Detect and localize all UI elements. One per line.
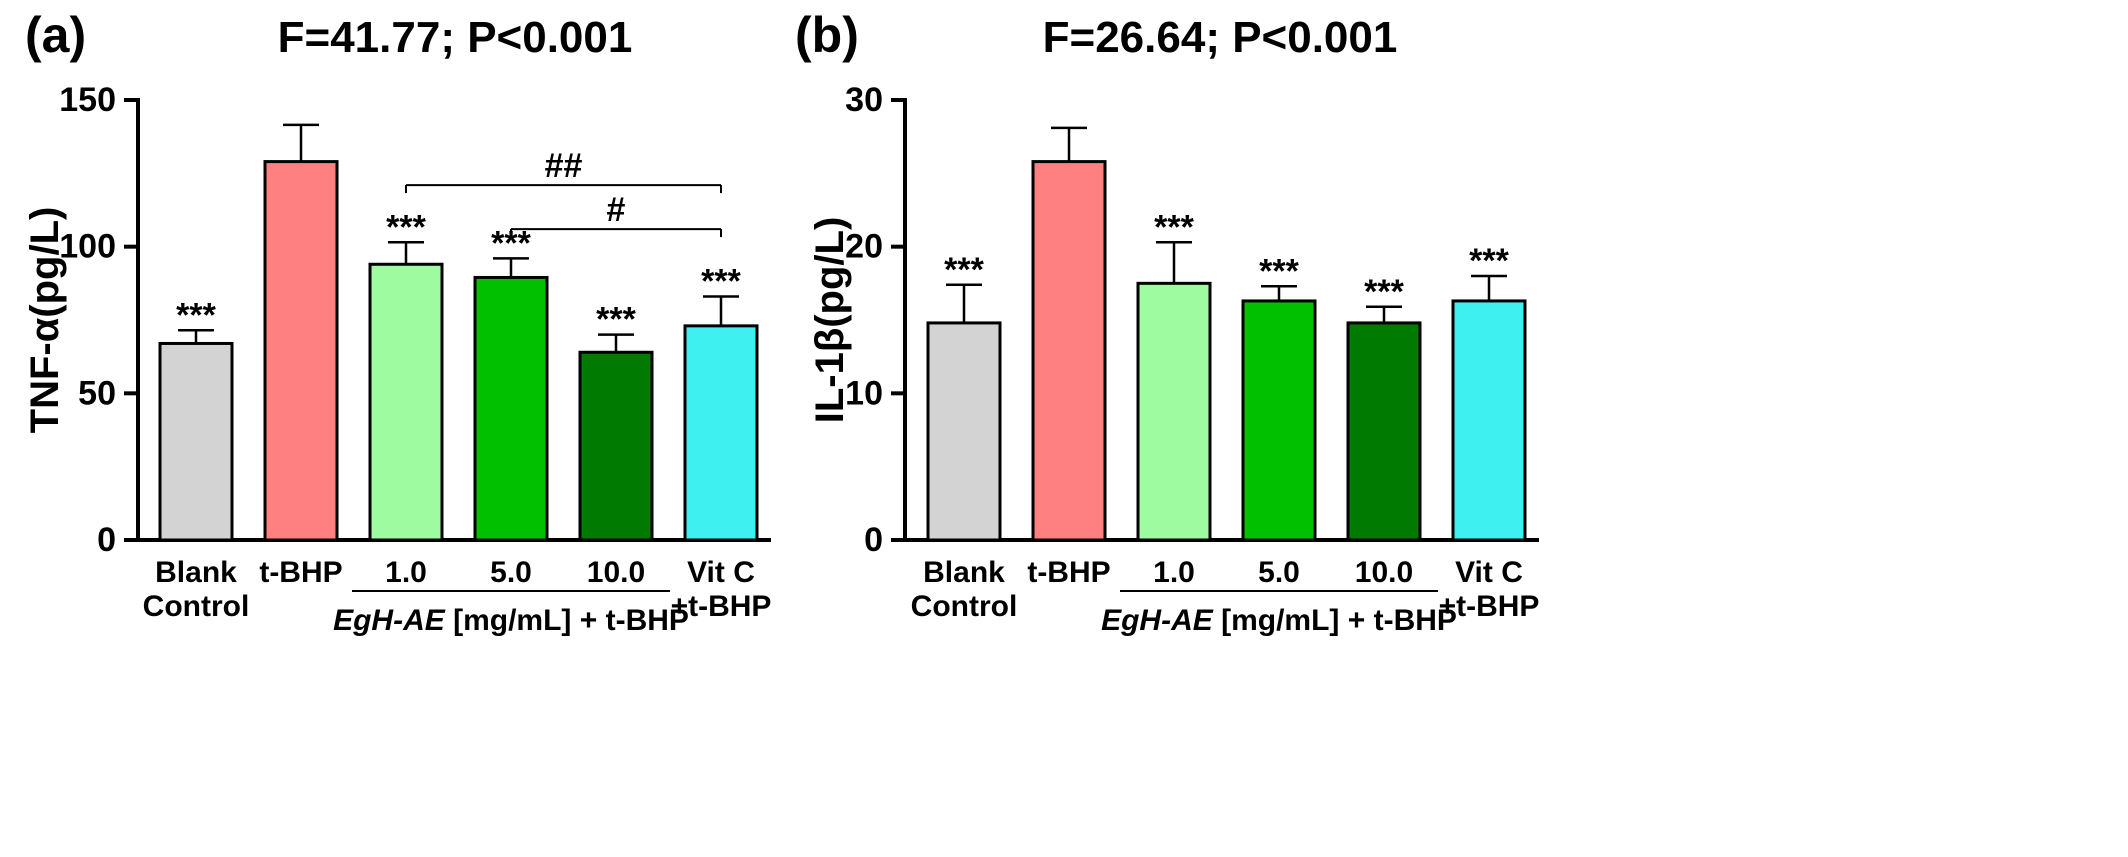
x-tick-label: 5.0 [490, 556, 532, 589]
bar [926, 321, 1002, 542]
significance-marker: *** [596, 301, 636, 339]
bar [1241, 299, 1317, 542]
group-label-rest: [mg/mL] + t-BHP [1213, 604, 1457, 637]
group-label-italic: EgH-AE [1101, 604, 1214, 637]
x-tick-label: 1.0 [385, 556, 427, 589]
x-tick-label: t-BHP [1027, 556, 1110, 589]
group-label-italic: EgH-AE [333, 604, 446, 637]
x-tick-label: Vit C [1455, 556, 1523, 589]
bar [158, 341, 234, 542]
x-tick-label: Blank [155, 556, 237, 589]
panel-label: (a) [25, 7, 86, 63]
bar [1136, 281, 1212, 542]
y-tick-label: 0 [97, 521, 116, 559]
bar [1346, 321, 1422, 542]
x-tick-label: +t-BHP [1439, 590, 1540, 623]
panel-label: (b) [795, 7, 859, 63]
y-tick-label: 0 [864, 521, 883, 559]
group-label: EgH-AE [mg/mL] + t-BHP [333, 604, 689, 637]
y-tick-label: 100 [59, 228, 116, 266]
bar [683, 324, 759, 542]
bar [1031, 160, 1107, 542]
comparison-label: ## [545, 147, 583, 185]
x-tick-label: Vit C [687, 556, 755, 589]
bar [578, 350, 654, 542]
significance-marker: *** [1259, 252, 1299, 290]
group-label: EgH-AE [mg/mL] + t-BHP [1101, 604, 1457, 637]
group-label-rest: [mg/mL] + t-BHP [445, 604, 689, 637]
panel-b: (b) F=26.64; P<0.001 IL-1β(pg/L) 0 10 20 30 ***… [795, 7, 1539, 637]
significance-marker: *** [1469, 242, 1509, 280]
x-tick-label: 1.0 [1153, 556, 1195, 589]
bar [1451, 299, 1527, 542]
x-tick-label: 10.0 [587, 556, 645, 589]
x-tick-label: Control [143, 590, 250, 623]
x-tick-label: Control [911, 590, 1018, 623]
x-tick-label: Blank [923, 556, 1005, 589]
y-tick-label: 50 [78, 374, 116, 412]
bar [263, 160, 339, 542]
comparison-label: # [607, 191, 626, 229]
significance-marker: *** [386, 208, 426, 246]
bar [473, 275, 549, 542]
x-tick-label: t-BHP [259, 556, 342, 589]
y-tick-label: 30 [845, 81, 883, 119]
panel-a: (a) F=41.77; P<0.001 TNF-α(pg/L) 0 50 100 150 *… [23, 7, 771, 637]
significance-marker: *** [176, 296, 216, 334]
y-tick-label: 10 [845, 374, 883, 412]
y-axis-label: TNF-α(pg/L) [23, 207, 67, 434]
chart-title: F=41.77; P<0.001 [278, 13, 633, 62]
y-tick-label: 150 [59, 81, 116, 119]
significance-marker: *** [1364, 273, 1404, 311]
x-tick-label: +t-BHP [671, 590, 772, 623]
bar [368, 262, 444, 542]
significance-marker: *** [944, 251, 984, 289]
y-axis-label: IL-1β(pg/L) [808, 217, 852, 424]
x-tick-label: 10.0 [1355, 556, 1413, 589]
significance-marker: *** [701, 263, 741, 301]
y-tick-label: 20 [845, 228, 883, 266]
chart-title: F=26.64; P<0.001 [1043, 13, 1398, 62]
significance-marker: *** [1154, 208, 1194, 246]
x-tick-label: 5.0 [1258, 556, 1300, 589]
